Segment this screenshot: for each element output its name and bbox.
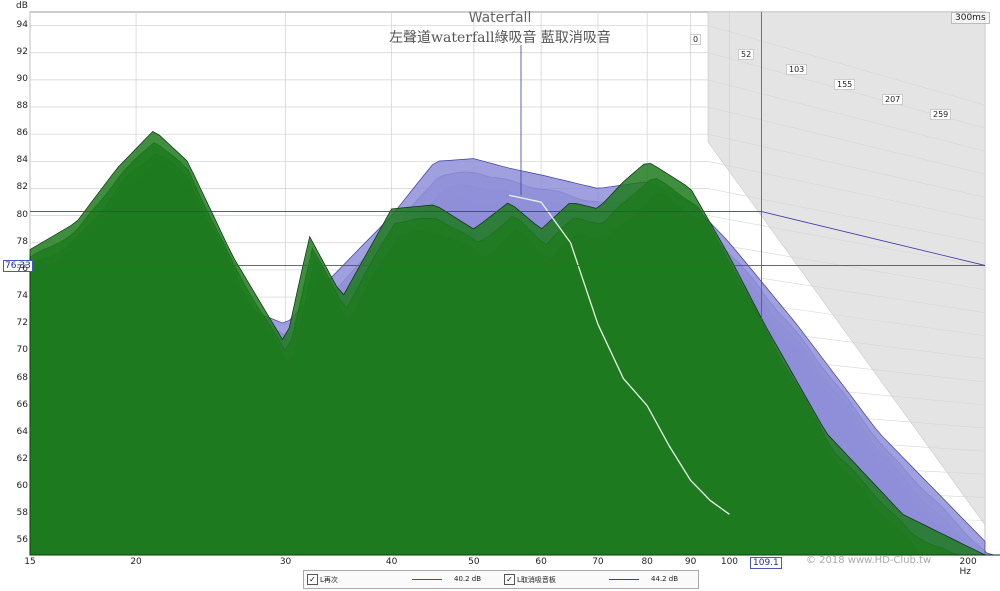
y-gridline-side [707,161,986,221]
watermark: © 2018 www.HD-Club.tw [806,555,932,566]
y-tick-label: 70 [16,345,28,356]
time-tick-label: 52 [738,49,755,60]
x-tick-label: 40 [385,557,398,567]
series-2-checkbox[interactable]: ✓ [504,574,515,585]
y-tick-label: 58 [16,508,28,519]
y-tick-label: 82 [16,182,28,193]
time-tick-label: 207 [882,94,904,105]
y-gridline-side [707,79,986,152]
cursor-y-readout: 76.33 [3,260,33,272]
x-tick-label: 100 [720,557,739,567]
y-tick-label: 78 [16,236,28,247]
y-tick-label: 94 [16,19,28,30]
x-tick-label: 60 [535,557,547,567]
legend-item-series-1[interactable]: ✓ L再次 40.2 dB [307,574,497,585]
y-tick-label: 90 [16,73,28,84]
y-gridline-side [707,106,986,175]
y-tick-label: 72 [16,318,28,329]
chart-subtitle: 左聲道waterfall綠吸音 藍取消吸音 [389,30,611,46]
y-gridline-side [707,133,986,198]
time-tick-label: 0 [690,34,702,45]
cursor-x-readout: 109.1 [750,557,782,569]
x-tick-label: 90 [684,557,697,567]
y-tick-label: 56 [16,535,28,546]
decay-trace [508,194,730,515]
series-1-name: L再次 [320,576,338,584]
time-tick-label: 103 [786,64,808,75]
series-1-checkbox[interactable]: ✓ [307,574,318,585]
legend-item-series-2[interactable]: ✓ L取消吸音板 44.2 dB [504,574,694,585]
time-range-label[interactable]: 300ms [951,12,990,24]
y-tick-label: 92 [16,46,28,57]
series-1-level: 40.2 dB [454,575,482,583]
y-tick-label: 84 [16,155,28,166]
y-tick-label: 66 [16,399,28,410]
y-gridline-side [707,188,986,244]
peak-marker-diagonal [761,211,986,266]
time-tick-label: 259 [930,109,952,120]
y-gridline-side [707,215,986,267]
time-tick-label: 155 [834,79,856,90]
y-gridline-side [707,25,986,106]
y-gridline-side [707,242,986,290]
y-tick-label: 88 [16,101,28,112]
x-tick-label: 80 [641,557,653,567]
y-tick-label: 60 [16,481,28,492]
y-tick-label: 86 [16,128,28,139]
y-tick-label: 68 [16,372,28,383]
y-tick-label: 62 [16,453,28,464]
y-tick-label: 76 [16,263,28,274]
x-tick-label: 15 [24,557,36,567]
x-tick-label: 70 [592,557,604,567]
y-axis-label: dB [16,1,28,11]
series-2-name: L取消吸音板 [517,576,556,584]
x-tick-label: 50 [468,557,480,567]
chart-title: Waterfall [468,10,532,26]
waterfall-slice-series-1 [29,130,986,556]
y-tick-label: 64 [16,426,28,437]
legend: ✓ L再次 40.2 dB ✓ L取消吸音板 44.2 dB [303,570,699,589]
series-1-swatch [412,579,442,580]
series-2-level: 44.2 dB [651,575,679,583]
x-tick-label: 200 Hz [959,557,977,577]
y-tick-label: 74 [16,291,28,302]
x-tick-label: 30 [279,557,292,567]
series-2-swatch [609,579,639,580]
y-tick-label: 80 [16,209,28,220]
x-tick-label: 20 [130,557,142,567]
